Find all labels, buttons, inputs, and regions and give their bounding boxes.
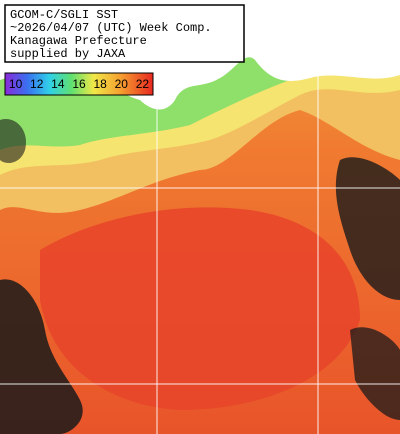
header-line: Kanagawa Prefecture	[10, 34, 147, 48]
cloud	[0, 119, 26, 163]
colorbar-label: 20	[115, 77, 129, 91]
colorbar-label: 22	[136, 77, 150, 91]
cloud	[350, 327, 400, 420]
header-line: GCOM-C/SGLI SST	[10, 8, 118, 22]
header-line: ~2026/04/07 (UTC) Week Comp.	[10, 21, 212, 35]
header-line: supplied by JAXA	[10, 47, 126, 61]
colorbar-label: 16	[72, 77, 86, 91]
colorbar-label: 12	[30, 77, 44, 91]
colorbar	[4, 72, 154, 96]
cloud	[335, 157, 400, 300]
header-box	[4, 4, 245, 63]
colorbar-label: 14	[51, 77, 65, 91]
colorbar-label: 10	[9, 77, 23, 91]
colorbar-label: 18	[93, 77, 107, 91]
warm-water	[40, 207, 360, 410]
cloud	[0, 279, 83, 434]
